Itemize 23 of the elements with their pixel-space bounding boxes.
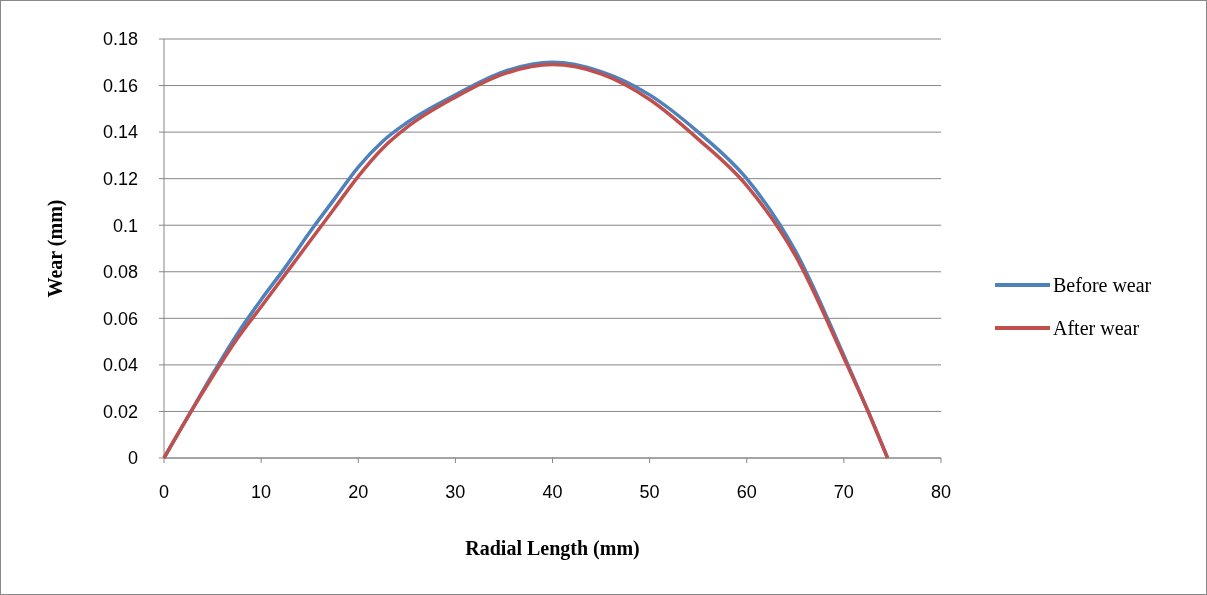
legend-label: Before wear bbox=[1053, 274, 1152, 296]
x-tick-label: 60 bbox=[736, 482, 757, 503]
x-tick-label: 40 bbox=[542, 482, 563, 503]
x-tick-label: 50 bbox=[639, 482, 660, 503]
y-tick-label: 0.02 bbox=[102, 401, 138, 422]
y-tick-label: 0.08 bbox=[102, 262, 138, 283]
y-tick-label: 0.12 bbox=[102, 168, 138, 189]
y-axis-title: Wear (mm) bbox=[44, 199, 67, 298]
y-tick-label: 0.04 bbox=[102, 355, 138, 376]
x-tick-label: 70 bbox=[833, 482, 854, 503]
y-tick-label: 0.14 bbox=[102, 122, 138, 143]
x-tick-label: 0 bbox=[158, 482, 170, 503]
y-tick-label: 0.1 bbox=[112, 215, 138, 236]
legend-label: After wear bbox=[1053, 317, 1140, 339]
x-tick-label: 80 bbox=[930, 482, 952, 503]
x-axis-title: Radial Length (mm) bbox=[465, 537, 640, 560]
x-tick-label: 10 bbox=[251, 482, 272, 503]
x-tick-label: 20 bbox=[348, 482, 369, 503]
x-tick-label: 30 bbox=[445, 482, 466, 503]
y-tick-label: 0 bbox=[127, 448, 138, 469]
y-tick-label: 0.18 bbox=[102, 29, 138, 50]
y-tick-label: 0.06 bbox=[102, 308, 138, 329]
y-tick-label: 0.16 bbox=[102, 75, 138, 96]
